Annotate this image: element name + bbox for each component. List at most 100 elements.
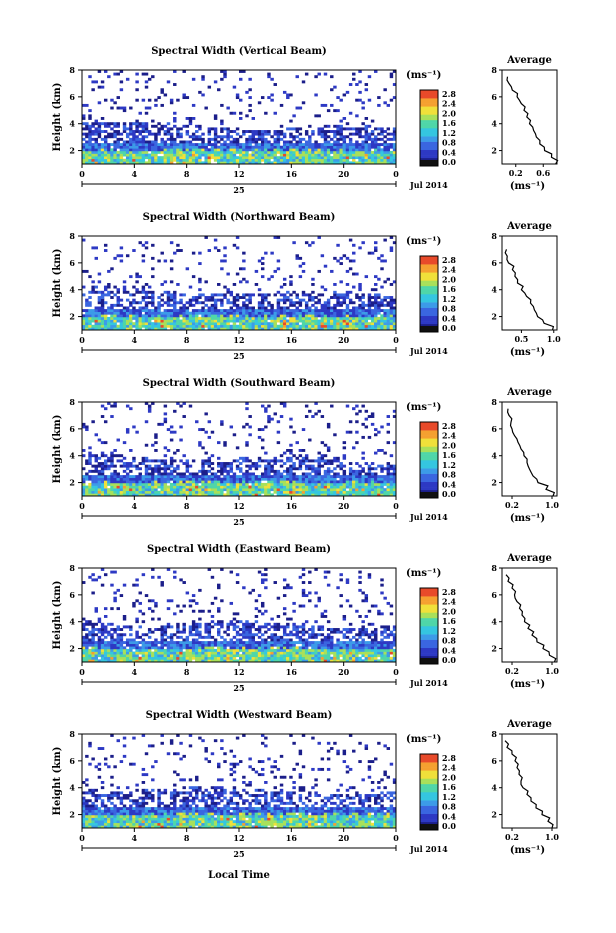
heatmap-cell: [230, 486, 233, 489]
heatmap-cell: [110, 159, 113, 162]
heatmap-cell: [292, 127, 295, 130]
heatmap-cell: [135, 138, 138, 141]
heatmap-cell: [151, 309, 154, 312]
heatmap-cell: [346, 491, 349, 494]
heatmap-cell: [230, 317, 233, 320]
heatmap-cell: [374, 314, 377, 317]
heatmap-cell: [198, 320, 201, 323]
heatmap-cell: [274, 293, 277, 296]
heatmap-cell: [374, 293, 377, 296]
heatmap-cell: [299, 312, 302, 315]
heatmap-cell: [148, 286, 151, 289]
heatmap-cell: [380, 317, 383, 320]
heatmap-cell: [339, 159, 342, 162]
heatmap-cell: [349, 143, 352, 146]
colorbar-swatch: [420, 152, 438, 155]
heatmap-cell: [192, 491, 195, 494]
heatmap-cell: [261, 314, 264, 317]
heatmap-cell: [299, 480, 302, 483]
heatmap-cell: [154, 325, 157, 328]
heatmap-cell: [299, 275, 302, 278]
colorbar-unit: (ms⁻¹): [406, 402, 441, 413]
heatmap-cell: [368, 317, 371, 320]
heatmap-cell: [91, 486, 94, 489]
heatmap-cell: [198, 636, 201, 639]
heatmap-cell: [377, 257, 380, 260]
heatmap-cell: [258, 457, 261, 460]
heatmap-cell: [220, 146, 223, 149]
heatmap-cell: [223, 159, 226, 162]
colorbar-swatch: [420, 278, 438, 281]
heatmap-cell: [274, 138, 277, 141]
heatmap-cell: [132, 312, 135, 315]
heatmap-cell: [157, 314, 160, 317]
heatmap-cell: [239, 159, 242, 162]
heatmap-cell: [217, 480, 220, 483]
heatmap-cell: [170, 267, 173, 270]
heatmap-cell: [308, 138, 311, 141]
heatmap-cell: [236, 625, 239, 628]
heatmap-cell: [289, 418, 292, 421]
heatmap-cell: [343, 296, 346, 299]
heatmap-cell: [321, 154, 324, 157]
heatmap-cell: [85, 628, 88, 631]
heatmap-cell: [358, 286, 361, 289]
colorbar-swatch: [420, 267, 438, 270]
heatmap-cell: [383, 320, 386, 323]
heatmap-cell: [179, 159, 182, 162]
heatmap-cell: [176, 475, 179, 478]
heatmap-cell: [135, 633, 138, 636]
heatmap-cell: [211, 304, 214, 307]
heatmap-cell: [289, 146, 292, 149]
heatmap-cell: [95, 122, 98, 125]
heatmap-cell: [179, 475, 182, 478]
heatmap-cell: [173, 117, 176, 120]
heatmap-cell: [186, 639, 189, 642]
heatmap-cell: [283, 320, 286, 323]
colorbar-unit: (ms⁻¹): [406, 236, 441, 247]
heatmap-cell: [107, 467, 110, 470]
heatmap-cell: [123, 470, 126, 473]
heatmap-cell: [220, 156, 223, 159]
heatmap-cell: [318, 73, 321, 76]
heatmap-cell: [161, 462, 164, 465]
heatmap-cell: [236, 156, 239, 159]
colorbar-swatch: [420, 441, 438, 444]
heatmap-cell: [85, 478, 88, 481]
heatmap-cell: [123, 480, 126, 483]
heatmap-cell: [198, 444, 201, 447]
heatmap-cell: [233, 641, 236, 644]
heatmap-cell: [280, 309, 283, 312]
heatmap-cell: [208, 486, 211, 489]
heatmap-cell: [182, 125, 185, 128]
heatmap-cell: [377, 312, 380, 315]
heatmap-cell: [148, 631, 151, 634]
heatmap-cell: [242, 623, 245, 626]
heatmap-cell: [264, 486, 267, 489]
heatmap-cell: [280, 104, 283, 107]
average-frame: [502, 70, 557, 164]
heatmap-cell: [110, 623, 113, 626]
heatmap-cell: [110, 491, 113, 494]
heatmap-cell: [173, 307, 176, 310]
heatmap-cell: [230, 488, 233, 491]
heatmap-cell: [198, 146, 201, 149]
heatmap-cell: [176, 649, 179, 652]
heatmap-cell: [120, 80, 123, 83]
heatmap-cell: [101, 148, 104, 151]
heatmap-cell: [142, 652, 145, 655]
heatmap-cell: [182, 322, 185, 325]
heatmap-cell: [330, 470, 333, 473]
heatmap-cell: [277, 143, 280, 146]
heatmap-cell: [314, 480, 317, 483]
heatmap-cell: [343, 454, 346, 457]
heatmap-cell: [126, 135, 129, 138]
heatmap-cell: [142, 480, 145, 483]
heatmap-cell: [318, 467, 321, 470]
heatmap-cell: [324, 301, 327, 304]
heatmap-cell: [299, 467, 302, 470]
heatmap-cell: [318, 457, 321, 460]
heatmap-cell: [211, 320, 214, 323]
colorbar-swatch: [420, 302, 438, 305]
heatmap-cell: [88, 478, 91, 481]
